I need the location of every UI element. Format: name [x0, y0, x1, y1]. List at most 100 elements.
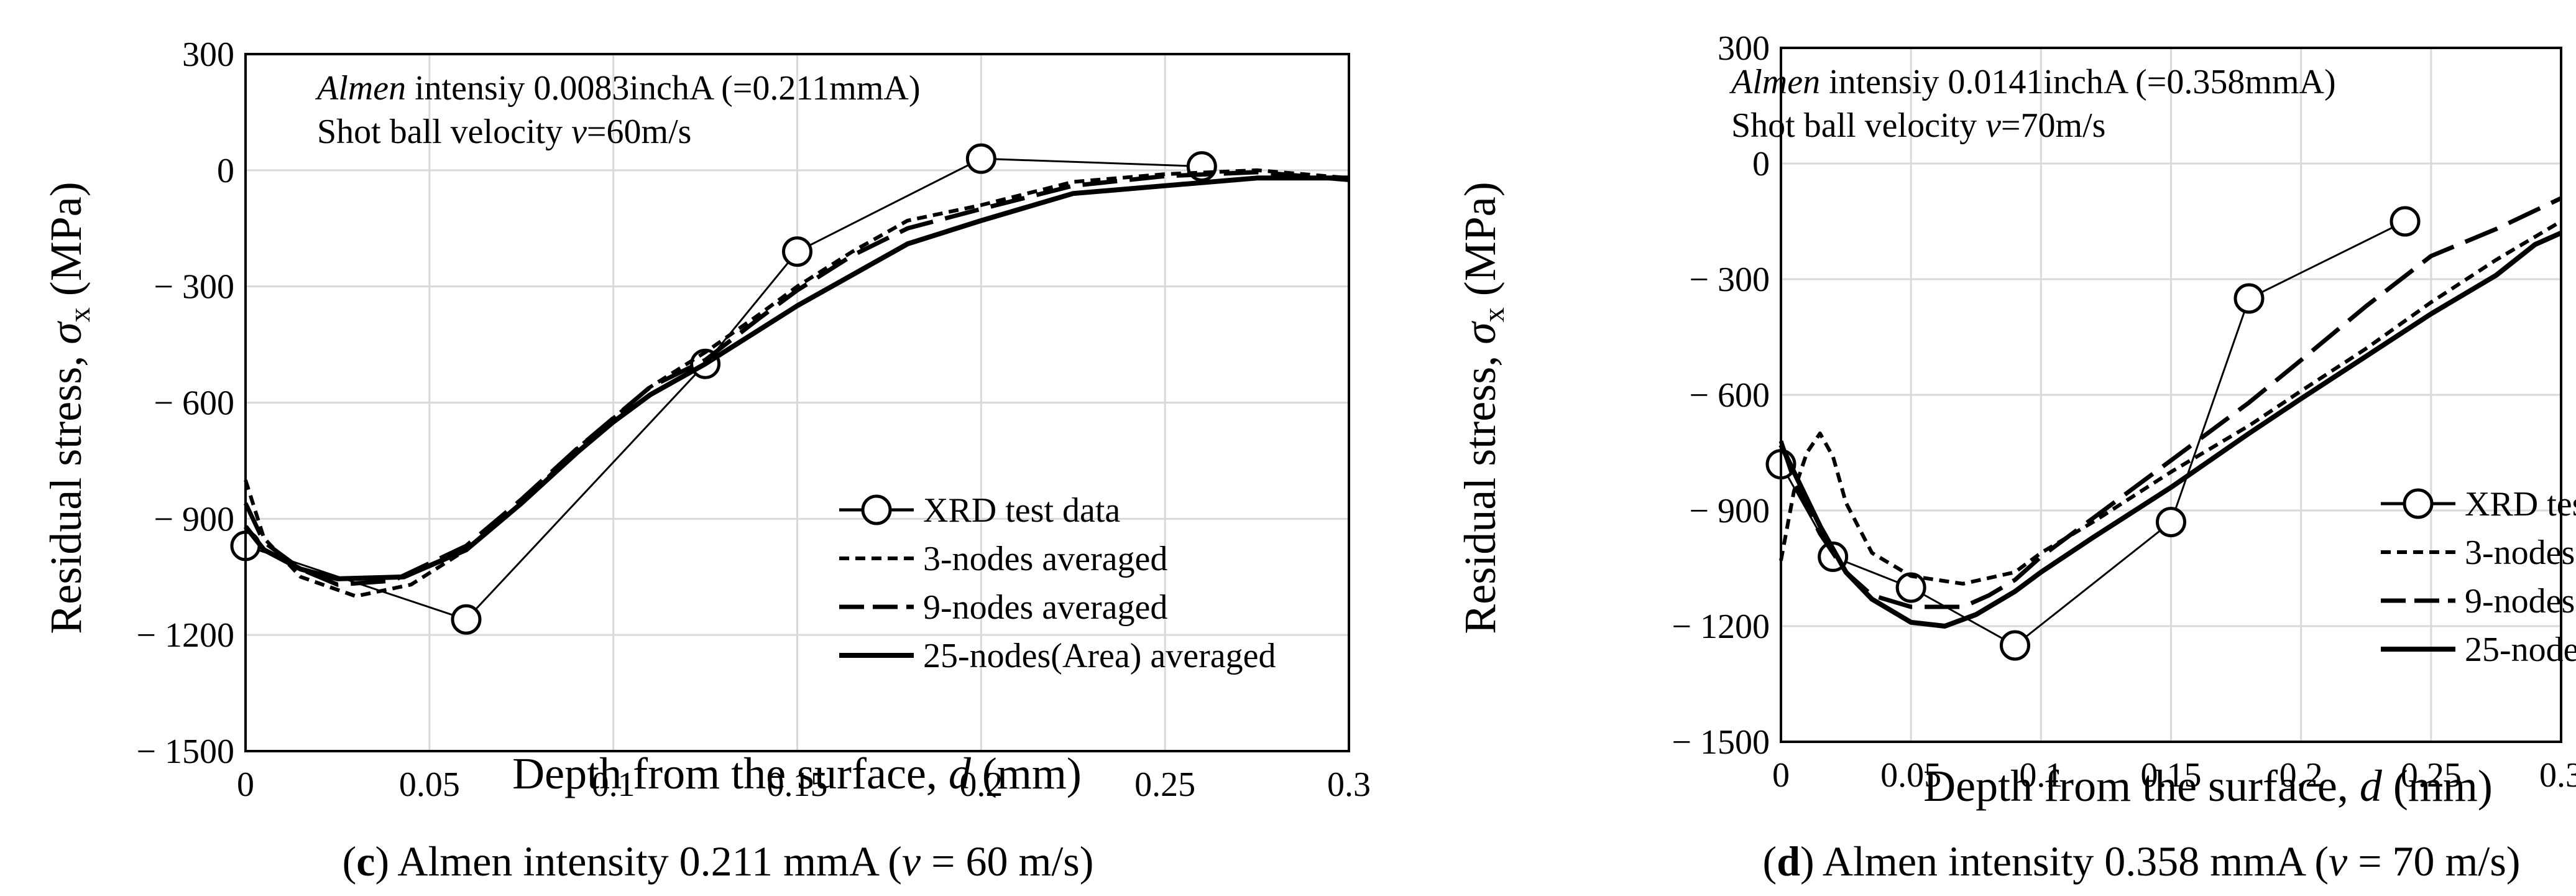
chart-d-xrd-point [2233, 283, 2265, 314]
chart-d-annotation-velocity-v: v [1985, 106, 2001, 145]
chart-c-legend-label: 9-nodes averaged [923, 588, 1167, 627]
chart-d-legend-marker [2403, 488, 2434, 519]
chart-d-xtick-label: 0.05 [1880, 756, 1941, 795]
chart-c-series-marker-line [245, 157, 1202, 621]
chart-c-xlabel: Depth from the surface, d (mm) [512, 749, 1082, 798]
chart-c-caption-text: ) Almen intensity 0.211 mmA ( [375, 838, 901, 885]
chart-c-ylabel-sub: x [63, 307, 96, 322]
chart-c-xrd-point [451, 604, 482, 635]
chart-d-annotation-line1: Almen intensiy 0.0141inchA (=0.358mmA) [1729, 63, 2336, 101]
chart-d-ylabel-a: Residual stress, [1455, 344, 1505, 634]
chart-d-legend-label: 9-nodes averaged [2465, 582, 2576, 621]
chart-d-legend: XRD test data 3-nodes averaged 9-nodes ave… [2381, 485, 2576, 669]
chart-d-xrd-point [2000, 630, 2030, 661]
chart-d-xrd-point [2156, 507, 2186, 538]
chart-d-ytick-label: 0 [1752, 145, 1770, 183]
chart-c-ytick-label: − 300 [154, 268, 234, 307]
chart-d-plot-frame [1780, 47, 2562, 743]
chart-d-series [1765, 196, 2562, 661]
chart-c-annotation-line2: Shot ball velocity v=60m/s [317, 113, 691, 151]
chart-c-ytick-label: − 600 [154, 384, 234, 423]
chart-d-ytick-label: − 1500 [1672, 723, 1770, 762]
chart-d-ytick-label: − 900 [1689, 492, 1770, 530]
chart-c-legend-marker [861, 494, 892, 525]
chart-d-annotation-rest: intensiy 0.0141inchA (=0.358mmA) [1820, 63, 2336, 101]
chart-d-ylabel-sigma: σ [1455, 321, 1505, 344]
chart-c-xrd-point [782, 236, 812, 267]
chart-d-ytick-label: − 1200 [1672, 607, 1770, 646]
chart-d-caption-text: ) Almen intensity 0.358 mmA ( [1800, 838, 2329, 885]
chart-d-xlabel: Depth from the surface, d (mm) [1923, 761, 2493, 811]
chart-c-xtick-label: 0 [237, 765, 254, 804]
chart-d-xtick-label: 0 [1772, 756, 1790, 795]
chart-d-xrd-point [2390, 206, 2421, 237]
chart-c-series-solid-line [243, 175, 1349, 581]
chart-c-annotation-line1: Almen intensiy 0.0083inchA (=0.211mmA) [315, 69, 921, 108]
chart-c-ytick-label: − 1500 [136, 732, 234, 771]
chart-d-ytick-label: − 600 [1689, 376, 1770, 415]
chart-c-ticks: 0 0.05 0.1 0.15 0.2 0.25 0.3 300 0 − 300 − 600 − 90… [136, 35, 1371, 804]
chart-c-ylabel-sigma: σ [41, 321, 91, 344]
chart-d-series-marker-line [1780, 220, 2406, 647]
chart-c-caption-open: ( [343, 838, 357, 885]
chart-d-series-solid-line [1778, 230, 2562, 629]
chart-d-xtick-label: 0.2 [2279, 756, 2323, 795]
chart-c-annotation-italic: Almen [315, 69, 406, 108]
chart-d-caption-v: v [2329, 838, 2348, 885]
chart-c: 0 0.05 0.1 0.15 0.2 0.25 0.3 300 0 − 300 − 600 − 90… [41, 35, 1371, 885]
chart-d-ylabel-sub: x [1478, 307, 1511, 322]
chart-c-xtick-label: 0.15 [767, 765, 828, 804]
chart-c-annotation-rest: intensiy 0.0083inchA (=0.211mmA) [406, 69, 920, 108]
chart-d-ytick-label: − 300 [1689, 261, 1770, 299]
chart-d-legend-label: XRD test data [2465, 485, 2576, 524]
chart-c-xlabel-a: Depth from the surface, [512, 749, 949, 798]
chart-c-xtick-label: 0.1 [592, 765, 635, 804]
chart-d-legend-label: 3-nodes averaged [2465, 533, 2576, 572]
chart-d-series-long-dash-line [1778, 196, 2562, 609]
chart-d-xtick-label: 0.15 [2141, 756, 2202, 795]
chart-d-ytick-label: 300 [1718, 29, 1770, 68]
chart-c-xtick-label: 0.2 [959, 765, 1003, 804]
chart-c-caption-letter: c [356, 838, 375, 885]
chart-d-xtick-label: 0.1 [2019, 756, 2063, 795]
chart-d-caption-open: ( [1763, 838, 1777, 885]
chart-c-caption-end: = 60 m/s) [921, 838, 1093, 885]
chart-c-annotation-velocity-b: =60m/s [587, 113, 692, 151]
chart-c-series-short-dash-line [244, 168, 1350, 598]
chart-c-xrd-point [965, 143, 996, 174]
chart-c-caption-v: v [902, 838, 921, 885]
chart-c-ylabel-b: (MPa) [41, 182, 91, 307]
chart-d-xlabel-b: (mm) [2382, 761, 2493, 811]
chart-d-annotation-velocity-a: Shot ball velocity [1731, 106, 1985, 145]
chart-c-ytick-label: − 1200 [136, 616, 234, 655]
chart-c-xtick-label: 0.3 [1327, 765, 1371, 804]
chart-d-annotation-italic: Almen [1729, 63, 1820, 101]
chart-d-legend-label: 25-nodes(Area) averaged [2465, 630, 2576, 669]
chart-c-ytick-label: 0 [217, 152, 234, 190]
chart-c-series [230, 143, 1350, 635]
chart-d-caption-end: = 70 m/s) [2347, 838, 2520, 885]
chart-d-ylabel-b: (MPa) [1455, 182, 1505, 307]
chart-c-ylabel-a: Residual stress, [41, 344, 91, 634]
chart-c-series-long-dash-line [243, 170, 1350, 587]
chart-d-caption-letter: d [1777, 838, 1800, 885]
chart-c-xtick-label: 0.25 [1134, 765, 1195, 804]
chart-c-xlabel-d: d [949, 749, 972, 798]
chart-c-xlabel-b: (mm) [971, 749, 1082, 798]
chart-d-ticks: 0 0.05 0.1 0.15 0.2 0.25 0.3 300 0 − 300 − 600 − 90… [1672, 29, 2576, 795]
chart-d-ylabel: Residual stress, σx (MPa) [1455, 182, 1511, 634]
chart-d: 0 0.05 0.1 0.15 0.2 0.25 0.3 300 0 − 300 − 600 − 90… [1455, 29, 2576, 885]
chart-c-ytick-label: 300 [182, 35, 234, 74]
chart-c-legend-label: 25-nodes(Area) averaged [923, 637, 1276, 675]
chart-d-annotation-velocity-b: =70m/s [2001, 106, 2106, 145]
chart-d-grid [1780, 47, 2562, 743]
chart-d-xtick-label: 0.3 [2539, 756, 2576, 795]
chart-c-ylabel: Residual stress, σx (MPa) [41, 182, 96, 634]
chart-c-legend: XRD test data 3-nodes averaged 9-nodes ave… [839, 491, 1276, 675]
chart-d-series-short-dash-line [1779, 219, 2562, 586]
chart-c-legend-label: 3-nodes averaged [923, 540, 1167, 578]
chart-d-xlabel-d: d [2360, 761, 2383, 811]
chart-c-legend-label: XRD test data [923, 491, 1120, 530]
chart-d-xrd-point [1895, 572, 1926, 603]
